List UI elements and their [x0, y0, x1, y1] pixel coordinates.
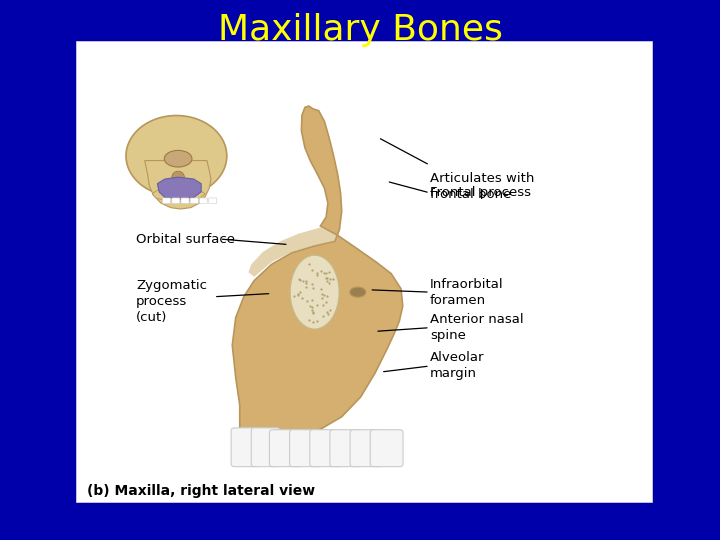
Text: Frontal process: Frontal process	[430, 186, 531, 199]
Ellipse shape	[350, 287, 366, 297]
FancyBboxPatch shape	[181, 198, 189, 204]
Polygon shape	[233, 106, 402, 434]
Text: Infraorbital
foramen: Infraorbital foramen	[430, 278, 503, 307]
FancyBboxPatch shape	[330, 430, 363, 467]
Polygon shape	[248, 227, 338, 277]
Ellipse shape	[290, 255, 339, 329]
Polygon shape	[152, 189, 205, 202]
FancyBboxPatch shape	[231, 428, 260, 467]
Text: Articulates with
frontal bone: Articulates with frontal bone	[430, 172, 534, 201]
Polygon shape	[158, 177, 201, 199]
FancyBboxPatch shape	[350, 430, 383, 467]
FancyBboxPatch shape	[310, 430, 343, 467]
Polygon shape	[145, 160, 211, 209]
Ellipse shape	[126, 116, 227, 197]
FancyBboxPatch shape	[172, 198, 180, 204]
FancyBboxPatch shape	[199, 198, 207, 204]
Ellipse shape	[172, 171, 184, 184]
Text: Anterior nasal
spine: Anterior nasal spine	[430, 313, 523, 342]
Text: Zygomatic
process
(cut): Zygomatic process (cut)	[136, 279, 207, 324]
Text: Maxillary Bones: Maxillary Bones	[217, 13, 503, 46]
Text: (b) Maxilla, right lateral view: (b) Maxilla, right lateral view	[87, 484, 315, 498]
FancyBboxPatch shape	[370, 430, 403, 467]
FancyBboxPatch shape	[163, 198, 171, 204]
Text: Alveolar
margin: Alveolar margin	[430, 352, 485, 381]
FancyBboxPatch shape	[190, 198, 198, 204]
FancyBboxPatch shape	[269, 430, 302, 467]
Ellipse shape	[164, 150, 192, 167]
Text: Orbital surface: Orbital surface	[136, 233, 235, 246]
FancyBboxPatch shape	[209, 198, 217, 204]
FancyBboxPatch shape	[251, 428, 280, 467]
FancyBboxPatch shape	[76, 40, 652, 502]
FancyBboxPatch shape	[289, 430, 323, 467]
